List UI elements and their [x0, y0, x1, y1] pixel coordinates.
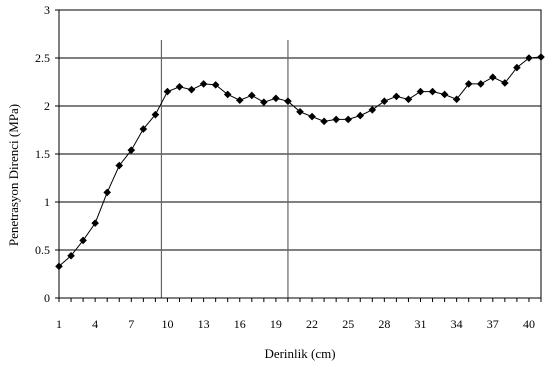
x-tick-label: 7 [128, 317, 134, 331]
data-point [248, 91, 256, 100]
data-point [489, 73, 497, 81]
data-point [537, 53, 545, 61]
data-point [127, 146, 136, 154]
data-point [332, 115, 340, 124]
x-tick-label: 1 [56, 317, 62, 331]
data-point [404, 95, 413, 104]
data-point [392, 92, 401, 101]
data-point [428, 87, 437, 96]
data-point [452, 95, 461, 104]
x-axis: 1 4 7 10 13 16 19 22 25 28 31 34 37 40 [56, 298, 542, 331]
y-tick-label: 0.5 [35, 243, 50, 257]
data-point [235, 96, 244, 105]
series-line [58, 56, 542, 267]
data-point [296, 107, 304, 116]
x-tick-label: 31 [415, 317, 427, 331]
y-tick-label: 2.5 [35, 51, 50, 65]
data-point [513, 63, 521, 72]
vertical-markers [160, 40, 289, 298]
data-point [175, 83, 184, 91]
y-tick-label: 2 [44, 99, 50, 113]
data-point [476, 80, 485, 88]
data-point [344, 115, 352, 124]
data-point [163, 87, 172, 96]
data-point [67, 251, 75, 260]
y-tick-label: 0 [44, 291, 50, 305]
data-point [187, 85, 196, 94]
data-point [284, 97, 292, 105]
data-point [211, 81, 220, 89]
x-tick-label: 40 [523, 317, 535, 331]
data-point [380, 97, 389, 105]
x-tick-label: 37 [487, 317, 499, 331]
data-point [320, 117, 328, 126]
data-point [272, 94, 280, 103]
data-point [55, 262, 63, 271]
data-point [139, 125, 148, 133]
data-point [115, 161, 124, 170]
data-point [416, 87, 425, 96]
x-tick-label: 28 [378, 317, 390, 331]
data-point [199, 80, 208, 88]
data-point [356, 111, 365, 120]
data-point [223, 90, 232, 99]
data-point [151, 110, 160, 119]
data-point [525, 54, 533, 62]
y-tick-label: 3 [44, 3, 50, 17]
data-point [368, 106, 377, 114]
data-point [91, 219, 99, 227]
x-tick-label: 10 [161, 317, 173, 331]
y-tick-label: 1 [44, 195, 50, 209]
series [55, 53, 545, 271]
gridlines [59, 57, 541, 251]
y-axis-label: Penetrasyon Direnci (MPa) [6, 104, 21, 246]
data-point [79, 236, 87, 245]
y-tick-label: 1.5 [35, 147, 50, 161]
data-point [464, 80, 473, 88]
x-tick-label: 34 [451, 317, 463, 331]
x-tick-label: 19 [270, 317, 282, 331]
x-tick-label: 16 [234, 317, 246, 331]
data-point [440, 90, 449, 99]
data-point [308, 112, 316, 121]
data-point [501, 79, 509, 87]
x-tick-label: 4 [92, 317, 98, 331]
x-tick-label: 22 [306, 317, 318, 331]
x-axis-label: Derinlik (cm) [264, 346, 335, 361]
data-point [103, 188, 111, 197]
data-point [260, 98, 268, 106]
y-axis: 0 0.5 1 1.5 2 2.5 3 [35, 3, 59, 305]
x-tick-label: 13 [198, 317, 210, 331]
x-tick-label: 25 [342, 317, 354, 331]
